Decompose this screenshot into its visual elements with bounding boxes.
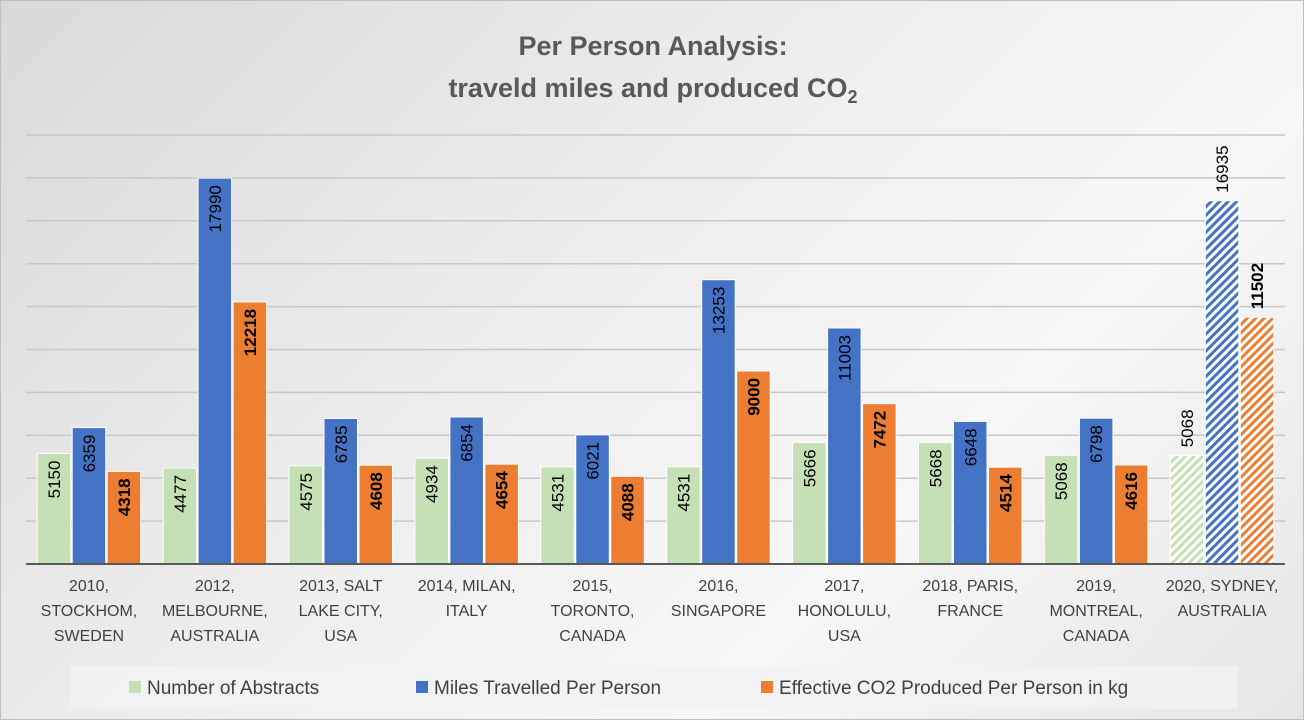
category-label: 2014, MILAN, xyxy=(418,578,516,595)
category-label: 2018, PARIS, xyxy=(922,578,1018,595)
data-label: 7472 xyxy=(870,411,889,449)
category-label: SINGAPORE xyxy=(671,603,766,620)
category-label: USA xyxy=(324,628,357,645)
data-label: 4088 xyxy=(619,483,638,521)
data-label: 4318 xyxy=(115,478,134,516)
data-label: 6785 xyxy=(332,425,351,463)
data-label: 4575 xyxy=(297,473,316,511)
data-label: 6798 xyxy=(1087,425,1106,463)
bar xyxy=(71,427,107,565)
data-label: 12218 xyxy=(241,309,260,356)
bar xyxy=(1204,200,1240,565)
bar xyxy=(358,464,393,565)
data-label: 4616 xyxy=(1122,472,1141,510)
bar xyxy=(484,463,519,565)
legend-label: Effective CO2 Produced Per Person in kg xyxy=(779,678,1128,699)
category-label: USA xyxy=(828,628,861,645)
chart-title-line2-text: traveld miles and produced CO xyxy=(448,73,847,103)
bar xyxy=(414,457,449,565)
bar xyxy=(610,475,645,565)
legend-swatch xyxy=(129,681,141,693)
category-label: CANADA xyxy=(1063,628,1130,645)
category-label: CANADA xyxy=(559,628,626,645)
data-label: 5068 xyxy=(1052,462,1071,500)
bars: 5150 4477 4575 4934 4531 4531 5666 5668 5068 5068… xyxy=(26,145,1285,565)
category-label: MELBOURNE, xyxy=(162,603,268,620)
data-label: 6648 xyxy=(961,428,980,466)
bar xyxy=(701,279,736,565)
category-label: AUSTRALIA xyxy=(170,628,259,645)
data-label: 5150 xyxy=(45,461,64,499)
category-label: LAKE CITY, xyxy=(299,603,383,620)
category-labels: 2010, STOCKHOM, SWEDEN 2012, MELBOURNE, AUSTR… xyxy=(41,578,1279,645)
data-label: 5666 xyxy=(800,449,819,487)
data-label: 4654 xyxy=(493,471,512,509)
data-label: 6359 xyxy=(80,435,99,473)
bar xyxy=(666,466,701,565)
data-label: 16935 xyxy=(1213,145,1232,192)
data-label: 11502 xyxy=(1248,263,1267,309)
bar xyxy=(1239,316,1275,565)
data-label: 4531 xyxy=(549,474,568,512)
data-label: 9000 xyxy=(744,378,763,416)
legend-swatch xyxy=(761,681,773,693)
category-label: 2017, xyxy=(824,578,864,595)
bar xyxy=(953,420,988,565)
category-label: MONTREAL, xyxy=(1049,603,1142,620)
category-label: 2019, xyxy=(1076,578,1116,595)
data-label: 6854 xyxy=(458,424,477,462)
data-label: 4531 xyxy=(674,474,693,512)
category-label: AUSTRALIA xyxy=(1178,603,1267,620)
data-label: 4477 xyxy=(171,475,190,513)
bar xyxy=(449,416,484,565)
data-label: 5668 xyxy=(926,449,945,487)
category-label: FRANCE xyxy=(937,603,1003,620)
data-label: 4514 xyxy=(996,474,1015,512)
bar xyxy=(862,403,897,565)
bar xyxy=(792,441,827,565)
bar xyxy=(232,301,268,565)
bar xyxy=(827,327,862,565)
bar xyxy=(162,467,198,565)
data-label: 5068 xyxy=(1178,409,1197,447)
category-label: 2013, SALT xyxy=(299,578,383,595)
category-label: STOCKHOM, xyxy=(41,603,138,620)
data-label: 17990 xyxy=(206,185,225,232)
legend-label: Miles Travelled Per Person xyxy=(434,678,661,699)
category-label: 2020, SYDNEY, xyxy=(1166,578,1279,595)
category-label: 2010, xyxy=(69,578,109,595)
category-label: 2016, xyxy=(698,578,738,595)
data-label: 11003 xyxy=(835,335,854,381)
category-label: ITALY xyxy=(446,603,488,620)
bar xyxy=(575,434,610,565)
bar xyxy=(106,470,142,565)
chart-title-subscript: 2 xyxy=(848,87,858,107)
data-label: 6021 xyxy=(584,442,603,480)
legend-label: Number of Abstracts xyxy=(147,678,319,699)
legend: Number of Abstracts Miles Travelled Per P… xyxy=(129,678,1128,699)
legend-box xyxy=(70,666,1238,709)
category-label: 2012, xyxy=(195,578,235,595)
chart-title-line2: traveld miles and produced CO2 xyxy=(448,73,857,107)
bar xyxy=(1169,454,1205,565)
data-label: 13253 xyxy=(709,287,728,334)
category-label: SWEDEN xyxy=(54,628,124,645)
category-label: HONOLULU, xyxy=(798,603,891,620)
bar xyxy=(540,466,575,565)
bar xyxy=(988,466,1023,565)
bar xyxy=(197,177,233,565)
data-label: 4934 xyxy=(423,465,442,503)
bar xyxy=(36,453,72,565)
category-label: TORONTO, xyxy=(551,603,635,620)
chart-title-line1: Per Person Analysis: xyxy=(518,31,787,61)
data-label: 4608 xyxy=(367,472,386,510)
legend-swatch xyxy=(416,681,428,693)
category-label: 2015, xyxy=(573,578,613,595)
bar xyxy=(1043,454,1079,565)
